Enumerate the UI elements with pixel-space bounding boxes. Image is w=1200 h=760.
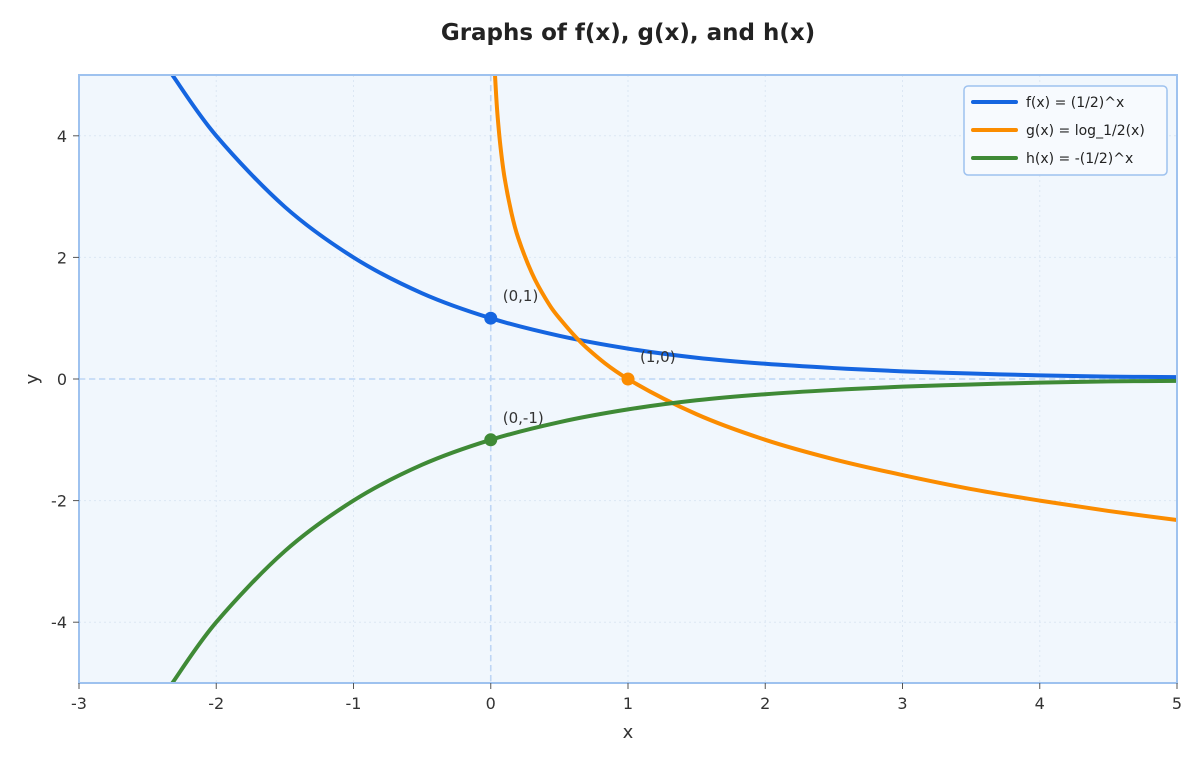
y-tick-label: -2 [51, 492, 67, 511]
zero-reference-lines [79, 75, 1177, 683]
x-tick-label: 2 [760, 694, 770, 713]
x-tick-label: -2 [208, 694, 224, 713]
legend-label-2: g(x) = log_1/2(x) [1026, 123, 1145, 139]
chart-legend: f(x) = (1/2)^x g(x) = log_1/2(x) h(x) = -(… [963, 85, 1168, 176]
x-tick-label: 0 [486, 694, 496, 713]
y-tick-label: 2 [57, 248, 67, 267]
x-tick-label: 4 [1035, 694, 1045, 713]
x-tick-label: 1 [623, 694, 633, 713]
highlighted-point-2 [621, 372, 635, 386]
legend-box [963, 85, 1168, 176]
highlighted-points-layer: (0,1) (1,0) (0,-1) [484, 287, 676, 447]
x-tick-label: -3 [71, 694, 87, 713]
point-label-1: (0,1) [503, 287, 539, 305]
legend-label-3: h(x) = -(1/2)^x [1026, 151, 1133, 167]
x-tick-label: 5 [1172, 694, 1182, 713]
highlighted-point-1 [484, 311, 498, 325]
x-axis-label: x [623, 722, 634, 743]
series-line-1 [170, 75, 1177, 380]
x-tick-label: -1 [346, 694, 362, 713]
series-line-2 [493, 75, 1177, 523]
highlighted-point-3 [484, 433, 498, 447]
y-axis-ticks: -4 -2 0 2 4 [51, 127, 79, 632]
y-tick-label: -4 [51, 613, 67, 632]
point-label-2: (1,0) [640, 348, 676, 366]
x-tick-label: 3 [897, 694, 907, 713]
y-axis-label: y [22, 373, 43, 384]
point-label-3: (0,-1) [503, 409, 544, 427]
legend-label-1: f(x) = (1/2)^x [1026, 95, 1124, 111]
series-layer [170, 75, 1177, 683]
y-tick-label: 4 [57, 127, 67, 146]
x-axis-ticks: -3 -2 -1 0 1 2 3 4 5 [71, 683, 1182, 713]
chart-title: Graphs of f(x), g(x), and h(x) [441, 20, 815, 46]
y-tick-label: 0 [57, 370, 67, 389]
series-line-3 [170, 378, 1177, 683]
